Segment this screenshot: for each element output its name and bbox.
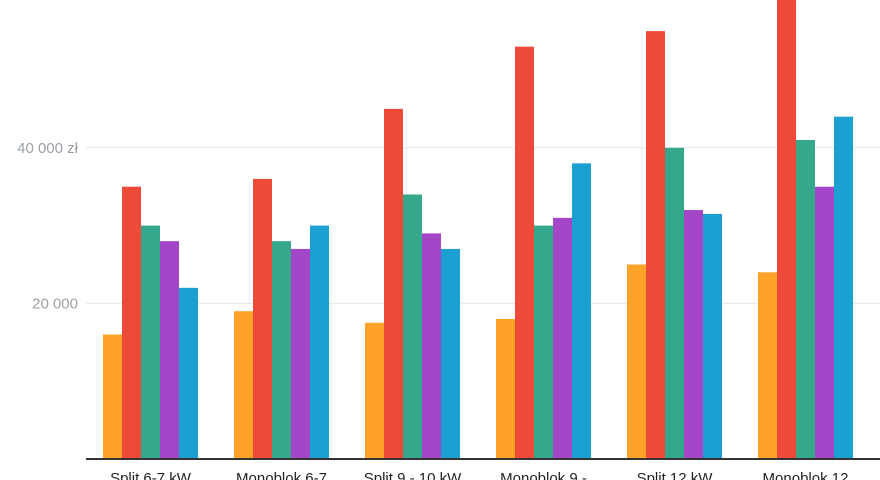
x-tick-label: Monoblok 6-7: [236, 470, 327, 480]
bar: [534, 225, 553, 459]
bar: [758, 272, 777, 459]
y-tick-label: 20 000: [32, 295, 78, 312]
bar: [796, 140, 815, 459]
bar: [160, 241, 179, 459]
x-tick-label: Split 6-7 kW: [110, 470, 192, 480]
y-tick-label: 40 000 zł: [17, 140, 79, 157]
bar: [179, 287, 198, 459]
x-tick-label: Split 12 kW: [637, 470, 714, 480]
bar: [815, 186, 834, 459]
bar: [572, 163, 591, 460]
bar: [684, 210, 703, 459]
bar: [272, 241, 291, 459]
bar: [403, 194, 422, 460]
x-tick-label: Monoblok 12: [763, 470, 849, 480]
y-axis-ticks: 20 000 40 000 zł: [17, 140, 79, 313]
bar: [103, 334, 122, 459]
bar: [422, 233, 441, 459]
bar: [234, 311, 253, 459]
bars-group: [103, 0, 853, 460]
bar: [777, 0, 796, 459]
x-tick-label: Split 9 - 10 kW: [364, 470, 462, 480]
bar: [553, 217, 572, 459]
bar: [834, 116, 853, 460]
bar: [253, 178, 272, 460]
bar: [703, 213, 722, 459]
bar: [627, 264, 646, 459]
bar: [496, 318, 515, 459]
bar: [515, 46, 534, 459]
x-tick-label: Monoblok 9 -: [500, 470, 587, 480]
bar: [665, 147, 684, 460]
bar: [310, 225, 329, 459]
bar: [384, 108, 403, 460]
bar: [291, 248, 310, 459]
x-axis-labels: Split 6-7 kW Monoblok 6-7 Split 9 - 10 kW M…: [110, 470, 848, 480]
bar: [441, 248, 460, 459]
grid-lines: [86, 147, 880, 304]
bar: [646, 31, 665, 459]
bar: [365, 322, 384, 459]
bar: [122, 186, 141, 459]
bar: [141, 225, 160, 459]
